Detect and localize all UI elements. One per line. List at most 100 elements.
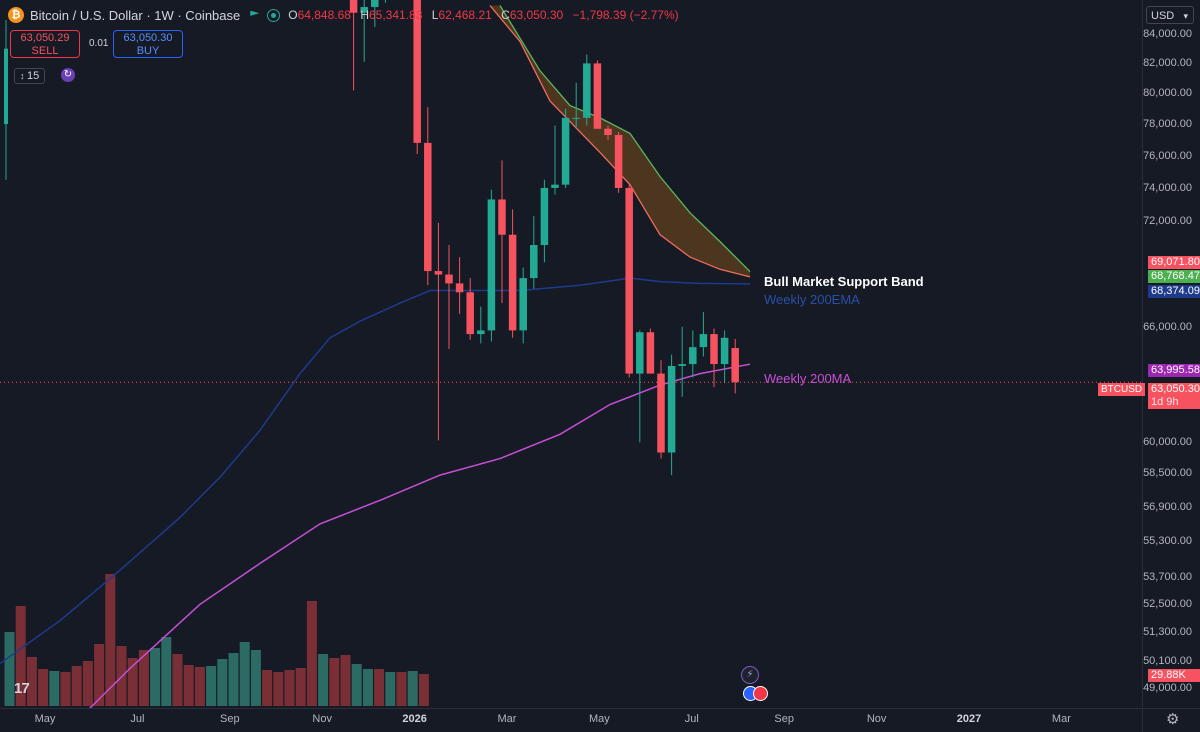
chevron-down-icon: ▾ (1183, 11, 1188, 21)
high-value: 65,341.83 (368, 8, 423, 22)
volume-bar (161, 637, 172, 706)
price-tick-label: 52,500.00 (1143, 598, 1192, 611)
volume-bar (284, 670, 295, 706)
volume-bar (150, 648, 161, 706)
candle-body (657, 373, 665, 453)
bitcoin-logo-icon: ₿ (8, 7, 24, 23)
ema200-line (0, 277, 751, 665)
candle-body (731, 348, 739, 383)
volume-bar (374, 669, 385, 706)
volume-bar (60, 672, 71, 706)
band-upper-price-label: 69,071.80 (1148, 256, 1200, 269)
currency-label: USD (1151, 10, 1175, 22)
volume-bar (15, 606, 26, 706)
candle-body (540, 187, 549, 245)
candle-body (349, 0, 358, 13)
symbol-title[interactable]: Bitcoin / U.S. Dollar · 1W · Coinbase (30, 7, 241, 23)
open-value: 64,848.68 (297, 8, 351, 22)
volume-bar (138, 650, 149, 706)
price-tick-label: 55,300.00 (1143, 535, 1192, 548)
candle-body (646, 332, 655, 374)
spread-value: 0.01 (89, 38, 109, 49)
support-band-upper-line (499, 5, 751, 273)
candle-body (530, 244, 538, 279)
candle-body (604, 128, 612, 136)
candle-body (720, 337, 729, 365)
volume-bar (183, 665, 194, 706)
volume-bar (194, 667, 205, 706)
candle-body (551, 184, 559, 188)
price-tick-label: 53,700.00 (1143, 570, 1192, 583)
time-tick-label: 2027 (956, 713, 982, 725)
volume-bar (385, 672, 396, 706)
volume-bar (351, 664, 362, 706)
tradingview-logo[interactable]: 17 (14, 680, 30, 697)
volume-bar (318, 654, 329, 706)
lightning-icon[interactable]: ⚡ (741, 666, 759, 684)
sell-button[interactable]: 63,050.29 SELL (10, 30, 80, 58)
buy-label: BUY (136, 45, 160, 57)
axis-corner (1142, 708, 1200, 732)
candle-body (625, 187, 633, 374)
buy-price: 63,050.30 (123, 32, 173, 44)
volume-bar (206, 666, 217, 706)
price-chart[interactable] (0, 0, 1142, 708)
price-tick-label: 60,000.00 (1143, 436, 1192, 449)
flag-icon[interactable] (250, 10, 260, 16)
bar-countdown: 1d 9h (1151, 396, 1179, 408)
candle-body (593, 63, 602, 129)
ohlc-values: O64,848.68 H65,341.83 L62,468.21 C63,050… (288, 8, 679, 22)
price-tick-label: 76,000.00 (1143, 149, 1192, 162)
volume-bar (329, 658, 340, 706)
candle-body (519, 278, 527, 331)
price-tick-label: 72,000.00 (1143, 215, 1192, 228)
band-annotation: Bull Market Support Band (764, 274, 924, 289)
price-tick-label: 50,100.00 (1143, 655, 1192, 668)
candle-body (583, 63, 591, 118)
time-tick-label: Jul (130, 713, 145, 725)
volume-bar (273, 672, 284, 706)
price-tick-label: 51,300.00 (1143, 626, 1192, 639)
candle-body (455, 283, 464, 293)
symbol-legend[interactable]: ₿ Bitcoin / U.S. Dollar · 1W · Coinbase … (8, 4, 685, 26)
volume-bar (217, 659, 228, 706)
sell-price: 63,050.29 (20, 32, 70, 44)
volume-bar (71, 666, 82, 706)
time-tick-label: Mar (497, 713, 517, 725)
currency-selector[interactable]: USD ▾ (1146, 6, 1194, 24)
volume-label: 29.88K (1148, 669, 1200, 682)
close-value: 63,050.30 (509, 8, 564, 22)
interval-selector[interactable]: ↕ 15 (14, 68, 46, 84)
volume-bar (38, 669, 49, 706)
time-tick-label: 2026 (402, 713, 427, 725)
volume-bar (49, 671, 60, 706)
volume-bar (250, 650, 261, 706)
gear-icon[interactable]: ⚙ (1166, 711, 1180, 728)
candle-body (424, 142, 432, 272)
price-tick-label: 82,000.00 (1143, 57, 1192, 70)
event-flag-icon[interactable] (753, 686, 768, 701)
candle-body (477, 330, 485, 335)
candle-body (445, 274, 453, 284)
candle-body (371, 0, 379, 8)
price-tick-label: 49,000.00 (1143, 682, 1192, 695)
price-axis[interactable]: 84,000.00 82,000.00 80,000.00 78,000.00 76,0… (1142, 0, 1200, 708)
price-tick-label: 74,000.00 (1143, 181, 1192, 194)
time-axis[interactable]: May Jul Sep Nov 2026 Mar May Jul Sep Nov 2027 Mar (0, 708, 1142, 732)
price-tick-label: 56,900.00 (1143, 500, 1192, 513)
candle-body (487, 199, 496, 331)
buy-button[interactable]: 63,050.30 BUY (113, 30, 183, 58)
volume-bar (105, 574, 116, 706)
price-tick-label: 78,000.00 (1143, 118, 1192, 131)
candle-body (678, 364, 686, 366)
refresh-icon[interactable]: ↻ (61, 68, 75, 82)
ema-annotation: Weekly 200EMA (764, 292, 860, 307)
volume-bar (340, 655, 351, 706)
time-tick-label: Sep (220, 713, 240, 725)
candle-body (572, 117, 580, 119)
candle-body (508, 234, 517, 331)
last-price: 63,050.30 (1151, 383, 1200, 395)
change-value: −1,798.39 (−2.77%) (572, 8, 679, 22)
candle-body (699, 334, 708, 348)
market-status-icon[interactable] (267, 8, 281, 22)
